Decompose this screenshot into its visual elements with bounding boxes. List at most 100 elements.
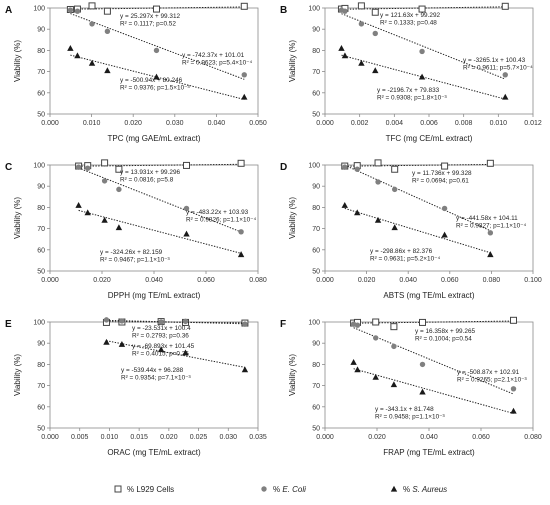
x-tick-label: 0.040 (420, 434, 438, 441)
data-point-circle (502, 72, 508, 78)
x-tick-label: 0.010 (101, 434, 119, 441)
data-point-circle (354, 322, 361, 328)
data-point-circle (153, 47, 160, 54)
x-tick-label: 0.000 (41, 120, 59, 127)
y-tick-label: 60 (312, 90, 320, 97)
panel-letter: A (5, 5, 12, 16)
data-point-triangle (391, 224, 398, 231)
x-tick-label: 0.005 (71, 434, 89, 441)
x-tick-label: 0.060 (197, 277, 215, 284)
y-tick-label: 70 (312, 226, 320, 233)
y-tick-label: 60 (37, 404, 45, 411)
x-tick-label: 0.006 (420, 120, 438, 127)
data-point-triangle (115, 224, 123, 231)
data-point-triangle (103, 338, 110, 345)
data-point-triangle (338, 44, 345, 51)
y-tick-label: 80 (37, 362, 45, 369)
data-point-circle (74, 8, 81, 14)
data-point-triangle (354, 209, 361, 216)
x-tick-label: 0.040 (399, 277, 417, 284)
panel-letter: D (280, 162, 287, 173)
legend-marker-square (114, 485, 122, 493)
data-point-square (183, 161, 190, 169)
x-tick-label: 0.008 (455, 120, 473, 127)
data-point-triangle (502, 93, 509, 100)
data-point-square (441, 162, 449, 170)
y-tick-label: 100 (33, 163, 45, 170)
data-point-triangle (237, 251, 245, 258)
data-point-circle (441, 205, 448, 212)
data-point-circle (85, 165, 91, 171)
data-point-triangle (104, 67, 111, 74)
x-tick-label: 0.030 (166, 120, 184, 127)
data-point-triangle (341, 201, 348, 208)
regression-annotation: y = -23.531x + 100.4 R² = 0.2793; p=0.36 (132, 325, 191, 340)
data-point-square (391, 165, 399, 173)
trendline-triangle (353, 368, 514, 414)
regression-annotation: y = -500.94x + 80.246 R² = 0.9376; p=1.5×… (120, 77, 190, 92)
data-point-circle (183, 205, 190, 212)
x-tick-label: 0.040 (208, 120, 226, 127)
data-point-triangle (101, 216, 108, 223)
x-tick-label: 0.050 (249, 120, 267, 127)
x-tick-label: 0.020 (124, 120, 142, 127)
data-point-triangle (118, 340, 126, 347)
chart-legend: % L929 Cells % E. Coli % S. Aureus (0, 478, 550, 500)
y-tick-label: 100 (308, 320, 320, 327)
legend-label: % E. Coli (273, 485, 306, 494)
data-point-triangle (88, 59, 96, 66)
legend-item-circle: % E. Coli (261, 485, 306, 494)
y-tick-label: 60 (312, 247, 320, 254)
x-axis-title: ABTS (mg TE/mL extract) (383, 291, 474, 300)
y-tick-label: 70 (312, 383, 320, 390)
regression-annotation: y = -742.37x + 101.01 R² = 0.9623; p=5.4×… (182, 52, 253, 67)
data-point-circle (89, 21, 95, 27)
data-point-square (101, 159, 109, 167)
y-axis-title: Viability (%) (13, 197, 22, 239)
data-point-circle (238, 229, 244, 235)
data-point-triangle (418, 73, 426, 80)
chart-panel-c: C 50 60 70 80 90 100 0.000 0.020 0.040 0.060 0.080 V… (0, 157, 275, 309)
x-axis-title: FRAP (mg TE/mL extract) (383, 448, 475, 457)
data-point-square (501, 2, 509, 10)
data-point-triangle (372, 373, 379, 380)
y-tick-label: 70 (37, 383, 45, 390)
regression-annotation: y = -441.58x + 104.11 R² = 0.9827; p=1.1×… (456, 215, 527, 230)
y-axis-title: Viability (%) (288, 197, 297, 239)
regression-annotation: y = 25.297x + 99.312 R² = 0.1117; p=0.52 (120, 13, 180, 28)
y-tick-label: 80 (37, 48, 45, 55)
legend-marker-triangle (390, 485, 398, 492)
data-point-circle (158, 319, 164, 325)
data-point-triangle (183, 230, 190, 237)
x-tick-label: 0.060 (472, 434, 490, 441)
trendline-triangle (344, 207, 491, 254)
data-point-square (510, 316, 517, 324)
data-point-triangle (510, 407, 517, 414)
x-axis-title: TPC (mg GAE/mL extract) (107, 134, 200, 143)
chart-panel-b: B 50 60 70 80 90 100 0.000 0.002 0.004 0.006 0.008 0… (275, 0, 550, 152)
y-tick-label: 100 (308, 163, 320, 170)
regression-annotation: y = -539.44x + 96.288 R² = 0.9354; p=7.1×… (121, 367, 191, 382)
x-tick-label: 0.004 (386, 120, 404, 127)
panel-letter: E (5, 319, 12, 330)
data-point-circle (241, 72, 247, 78)
data-point-circle (391, 186, 398, 193)
x-tick-label: 0.000 (41, 434, 59, 441)
data-point-square (390, 323, 398, 331)
data-point-triangle (372, 67, 379, 74)
x-tick-label: 0.080 (483, 277, 501, 284)
chart-svg: A 50 60 70 80 90 100 0.000 0.010 0.020 0.030 0.040 0… (5, 2, 267, 143)
trendline-circle (353, 327, 514, 395)
x-tick-label: 0.000 (316, 277, 334, 284)
trendline-square (78, 163, 242, 167)
data-point-circle (358, 21, 365, 27)
x-tick-label: 0.030 (220, 434, 238, 441)
x-tick-label: 0.010 (490, 120, 508, 127)
legend-marker-circle (261, 486, 267, 492)
regression-annotation: y = -324.26x + 82.159 R² = 0.9467; p=1.1×… (100, 249, 170, 264)
legend-item-square: % L929 Cells (114, 485, 174, 494)
panel-letter: C (5, 162, 12, 173)
data-point-triangle (182, 349, 189, 356)
regression-annotation: y = -2196.7x + 79.833 R² = 0.9308; p=1.8×… (377, 87, 447, 102)
data-point-square (152, 5, 160, 13)
